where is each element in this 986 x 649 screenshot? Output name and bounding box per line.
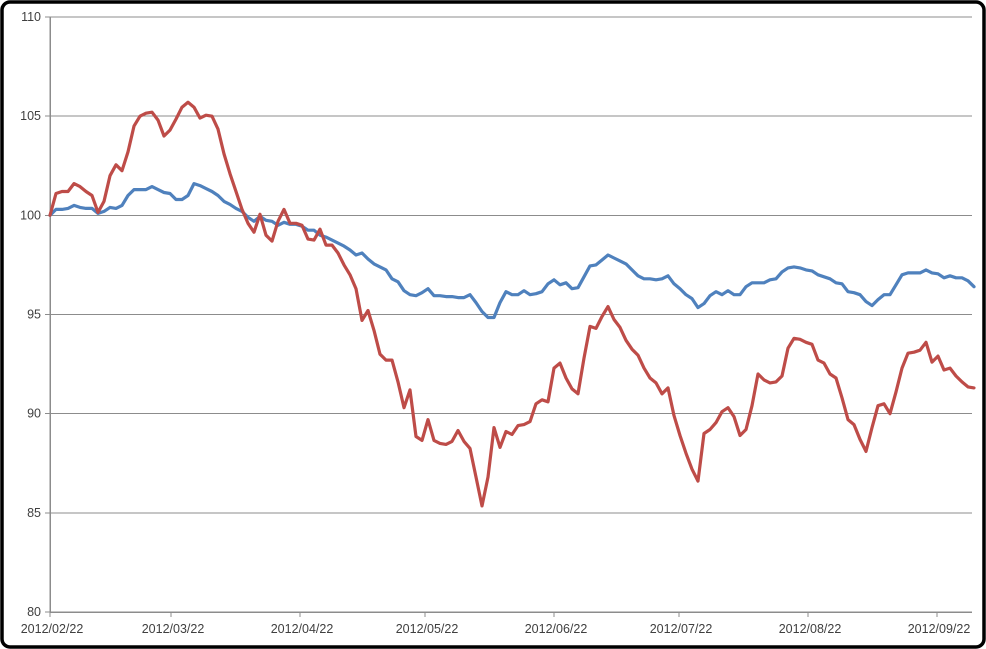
y-axis-label: 100	[20, 208, 41, 222]
x-axis-label: 2012/08/22	[779, 622, 842, 636]
series-line-red_series	[48, 100, 976, 508]
x-axis-label: 2012/06/22	[525, 622, 588, 636]
x-axis-label: 2012/02/22	[21, 622, 84, 636]
x-axis-label: 2012/09/22	[908, 622, 971, 636]
x-axis-label: 2012/03/22	[142, 622, 205, 636]
y-axis-label: 110	[21, 10, 41, 24]
y-axis-label: 95	[27, 308, 41, 322]
x-axis-label: 2012/04/22	[271, 622, 334, 636]
x-axis-label: 2012/07/22	[650, 622, 713, 636]
y-axis-label: 85	[27, 506, 41, 520]
y-axis-label: 80	[27, 605, 41, 619]
series-line-blue_series	[48, 182, 976, 320]
y-axis-label: 90	[27, 407, 41, 421]
x-axis-label: 2012/05/22	[396, 622, 459, 636]
y-axis-label: 105	[20, 109, 41, 123]
